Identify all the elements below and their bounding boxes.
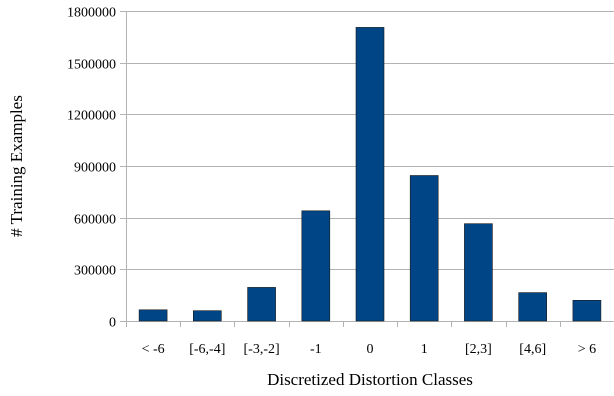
- x-tick-label: > 6: [578, 342, 596, 357]
- y-tick-label: 1200000: [67, 109, 116, 124]
- y-tick-label: 1800000: [67, 6, 116, 21]
- bar: [572, 299, 602, 322]
- bar: [247, 287, 276, 322]
- x-axis-title: Discretized Distortion Classes: [267, 370, 473, 389]
- x-tick-label: 1: [421, 342, 428, 357]
- x-tick-label: [-3,-2]: [244, 342, 280, 357]
- y-tick-label: 0: [109, 316, 116, 331]
- x-tick-label: 0: [367, 342, 374, 357]
- y-tick-label: 600000: [74, 213, 116, 228]
- bar: [301, 210, 331, 322]
- bar: [193, 310, 222, 322]
- y-tick-label: 300000: [74, 264, 116, 279]
- bar: [409, 175, 439, 322]
- x-tick-label: [2,3]: [465, 342, 492, 357]
- y-tick-label: 1500000: [67, 58, 116, 73]
- x-tick-label: -1: [310, 342, 322, 357]
- axes: [120, 11, 561, 327]
- bar: [355, 27, 385, 322]
- bar: [138, 309, 168, 322]
- x-tick-label: [4,6]: [519, 342, 546, 357]
- y-axis-title: # Training Examples: [7, 95, 26, 237]
- bar: [518, 292, 548, 322]
- bars: [138, 27, 602, 322]
- x-tick-label: [-6,-4]: [189, 342, 225, 357]
- tick-labels: 0 300000 600000 900000 1200000 1500000 1800000…: [67, 6, 596, 358]
- bar: [464, 223, 493, 322]
- y-tick-label: 900000: [74, 161, 116, 176]
- x-tick-label: < -6: [142, 342, 165, 357]
